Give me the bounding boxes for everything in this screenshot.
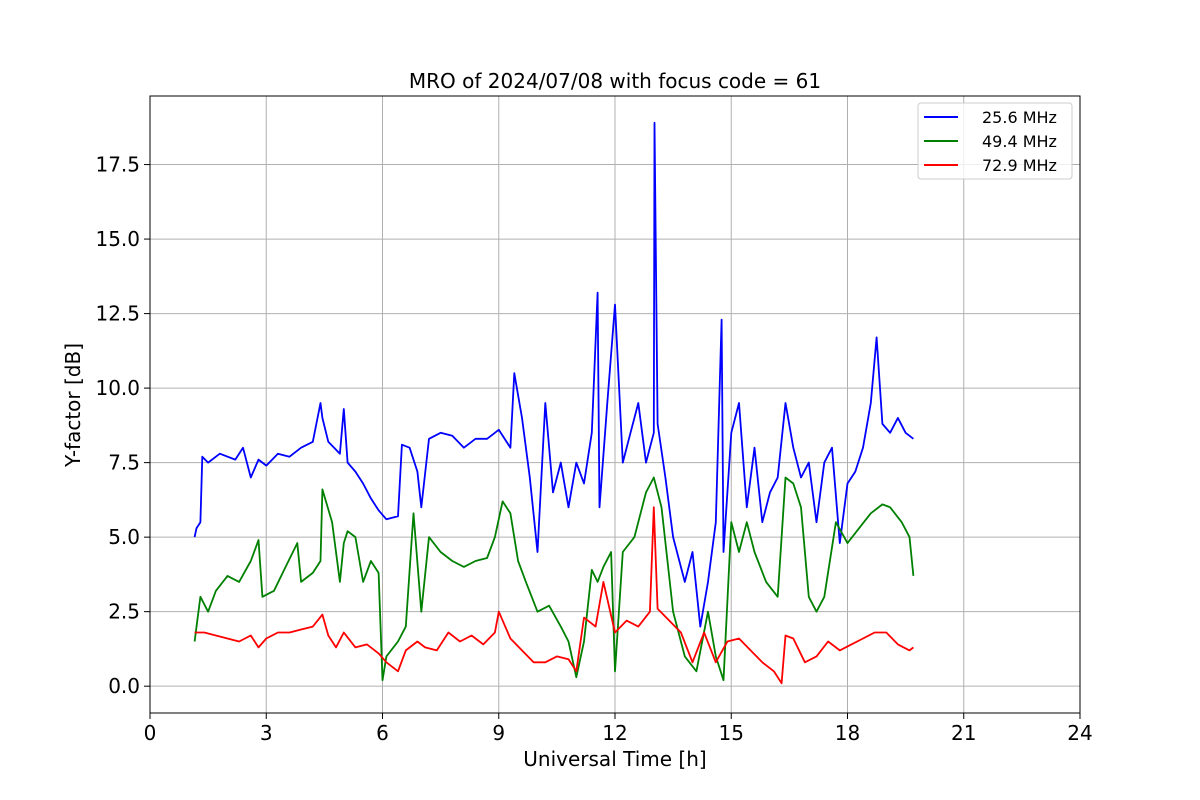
y-axis-label: Y-factor [dB] bbox=[61, 343, 85, 468]
y-tick-label: 5.0 bbox=[108, 525, 140, 549]
x-tick-label: 21 bbox=[951, 721, 976, 745]
x-tick-label: 9 bbox=[492, 721, 505, 745]
y-tick-label: 10.0 bbox=[95, 376, 140, 400]
legend-label: 25.6 MHz bbox=[982, 108, 1057, 127]
x-axis-label: Universal Time [h] bbox=[523, 747, 706, 771]
legend: 25.6 MHz 49.4 MHz 72.9 MHz bbox=[917, 102, 1073, 180]
x-tick-label: 18 bbox=[835, 721, 860, 745]
x-tick-label: 0 bbox=[144, 721, 157, 745]
series-line bbox=[193, 476, 915, 682]
x-tick-label: 3 bbox=[260, 721, 273, 745]
plot-series bbox=[193, 121, 915, 685]
x-tick-label: 6 bbox=[376, 721, 389, 745]
x-tick-label: 15 bbox=[719, 721, 744, 745]
legend-label: 49.4 MHz bbox=[982, 132, 1057, 151]
legend-label: 72.9 MHz bbox=[982, 156, 1057, 175]
y-tick-label: 7.5 bbox=[108, 451, 140, 475]
y-tick-label: 0.0 bbox=[108, 674, 140, 698]
y-tick-label: 12.5 bbox=[95, 302, 140, 326]
y-tick-label: 17.5 bbox=[95, 153, 140, 177]
legend-box bbox=[917, 102, 1073, 180]
y-tick-label: 2.5 bbox=[108, 600, 140, 624]
x-tick-label: 24 bbox=[1067, 721, 1092, 745]
series-line bbox=[193, 121, 914, 628]
series-line bbox=[194, 506, 914, 685]
y-tick-label: 15.0 bbox=[95, 227, 140, 251]
chart-title: MRO of 2024/07/08 with focus code = 61 bbox=[409, 69, 821, 93]
axes-ticks: 0 3 6 9 12 15 18 21 24 0.0 2.5 5.0 7.5 10.0 12.5 15.0 17… bbox=[95, 153, 1092, 745]
x-tick-label: 12 bbox=[602, 721, 627, 745]
